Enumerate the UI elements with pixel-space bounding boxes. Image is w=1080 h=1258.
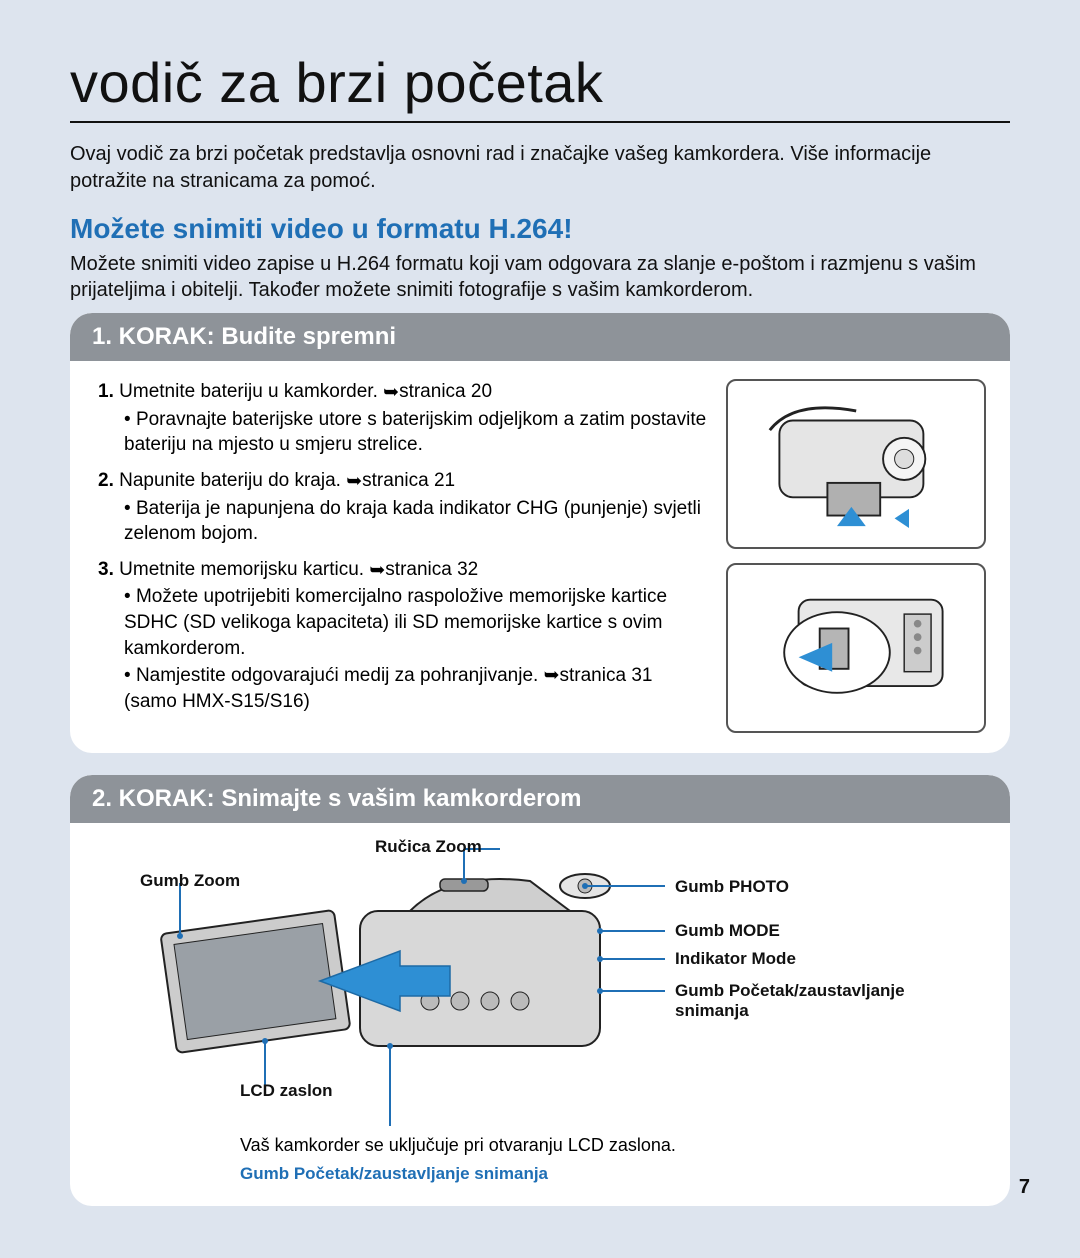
step1-item-1-bullet-1: Poravnajte baterijske utore s baterijski… [124, 407, 708, 458]
step1-item-2: 2. Napunite bateriju do kraja. ➥stranica… [98, 468, 708, 547]
label-mode-button: Gumb MODE [675, 921, 780, 941]
sub-intro: Možete snimiti video zapise u H.264 form… [70, 251, 1010, 303]
battery-illustration [726, 379, 986, 549]
label-rec-button-bottom: Gumb Početak/zaustavljanje snimanja [240, 1164, 970, 1184]
step1-item-2-num: 2. [98, 470, 114, 491]
step1-item-2-ref: stranica 21 [362, 470, 455, 491]
page-root: vodič za brzi početak Ovaj vodič za brzi… [0, 0, 1080, 1258]
page-title: vodič za brzi početak [70, 50, 1010, 123]
step1-item-3-bullet-2: Namjestite odgovarajući medij za pohranj… [124, 663, 708, 714]
step1-header: 1. KORAK: Budite spremni [70, 313, 1010, 361]
step2-box: 2. KORAK: Snimajte s vašim kamkorderom [70, 775, 1010, 1206]
step1-item-2-bullet-1: Baterija je napunjena do kraja kada indi… [124, 496, 708, 547]
step1-item-3-ref: stranica 32 [385, 559, 478, 580]
sdcard-illustration [726, 563, 986, 733]
step1-body: 1. Umetnite bateriju u kamkorder. ➥stran… [70, 361, 1010, 753]
pageref-arrow-icon: ➥ [346, 469, 362, 495]
step1-item-1-text: Umetnite bateriju u kamkorder. [119, 381, 383, 402]
lcd-caption: Vaš kamkorder se uključuje pri otvaranju… [240, 1135, 970, 1156]
step1-item-3-text: Umetnite memorijsku karticu. [119, 559, 369, 580]
step1-item-3-bullet-1: Možete upotrijebiti komercijalno raspolo… [124, 584, 708, 661]
intro-text: Ovaj vodič za brzi početak predstavlja o… [70, 141, 1010, 195]
step1-item-3-num: 3. [98, 559, 114, 580]
pageref-arrow-icon: ➥ [383, 380, 399, 406]
step1-item-1-ref: stranica 20 [399, 381, 492, 402]
step1-item-2-text: Napunite bateriju do kraja. [119, 470, 346, 491]
camcorder-diagram: Ručica Zoom Gumb Zoom Gumb PHOTO Gumb MO… [110, 841, 970, 1131]
label-rec-button: Gumb Početak/zaustavljanje snimanja [675, 981, 935, 1021]
step1-item-1: 1. Umetnite bateriju u kamkorder. ➥stran… [98, 379, 708, 458]
step1-item-1-num: 1. [98, 381, 114, 402]
step1-box: 1. KORAK: Budite spremni 1. Umetnite bat… [70, 313, 1010, 753]
step1-text: 1. Umetnite bateriju u kamkorder. ➥stran… [98, 379, 708, 733]
label-lcd: LCD zaslon [240, 1081, 333, 1101]
label-mode-indicator: Indikator Mode [675, 949, 796, 969]
pageref-arrow-icon: ➥ [369, 558, 385, 584]
page-number: 7 [1019, 1176, 1030, 1199]
step1-images [726, 379, 986, 733]
blue-heading: Možete snimiti video u formatu H.264! [70, 213, 1010, 245]
label-zoom-button: Gumb Zoom [140, 871, 240, 891]
step2-body: Ručica Zoom Gumb Zoom Gumb PHOTO Gumb MO… [70, 823, 1010, 1206]
label-photo-button: Gumb PHOTO [675, 877, 789, 897]
label-zoom-lever: Ručica Zoom [375, 837, 482, 857]
step2-header: 2. KORAK: Snimajte s vašim kamkorderom [70, 775, 1010, 823]
step1-item-3: 3. Umetnite memorijsku karticu. ➥stranic… [98, 557, 708, 715]
